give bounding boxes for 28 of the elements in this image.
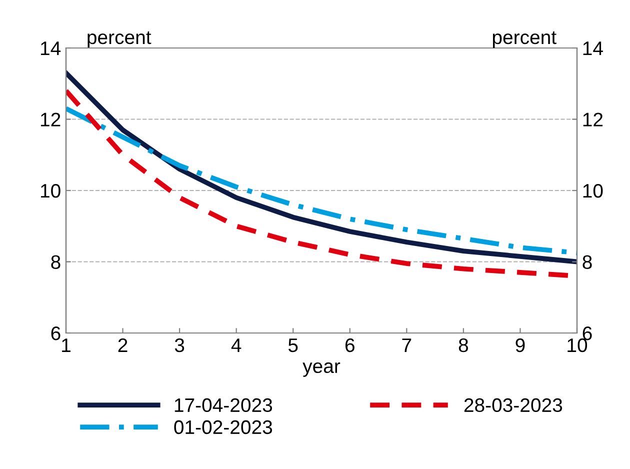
y2-tick-label: 14 xyxy=(583,42,603,56)
legend-label: 28-03-2023 xyxy=(464,398,562,412)
legend-label: 01-02-2023 xyxy=(174,420,272,434)
y-tick-label: 6 xyxy=(51,326,60,340)
x-tick-label: 2 xyxy=(118,338,128,352)
y2-tick-label: 12 xyxy=(583,112,603,126)
y-axis-title: percent xyxy=(88,31,152,48)
line-series xyxy=(66,106,577,256)
y2-tick-label: 8 xyxy=(582,255,592,269)
x-tick-label: 4 xyxy=(231,338,242,352)
x-tick-label: 9 xyxy=(516,338,525,352)
y-tick-label: 10 xyxy=(40,184,60,198)
x-tick-label: 6 xyxy=(345,338,354,352)
y-tick-label: 12 xyxy=(40,112,60,126)
y-tick-label: 8 xyxy=(51,255,60,269)
x-axis-title: year xyxy=(302,362,340,377)
y2-axis-title: percent xyxy=(492,31,556,48)
x-tick-label: 1 xyxy=(62,338,70,352)
legend-label: 17-04-2023 xyxy=(174,398,272,412)
y2-tick-label: 6 xyxy=(582,326,592,340)
y-tick-label: 14 xyxy=(40,42,61,56)
x-tick-label: 3 xyxy=(174,338,184,352)
x-tick-label: 10 xyxy=(568,338,588,352)
x-tick-label: 8 xyxy=(458,338,468,352)
x-tick-label: 5 xyxy=(288,338,298,352)
line-series xyxy=(66,70,577,264)
x-tick-label: 7 xyxy=(402,338,412,352)
y2-tick-label: 10 xyxy=(583,184,603,198)
